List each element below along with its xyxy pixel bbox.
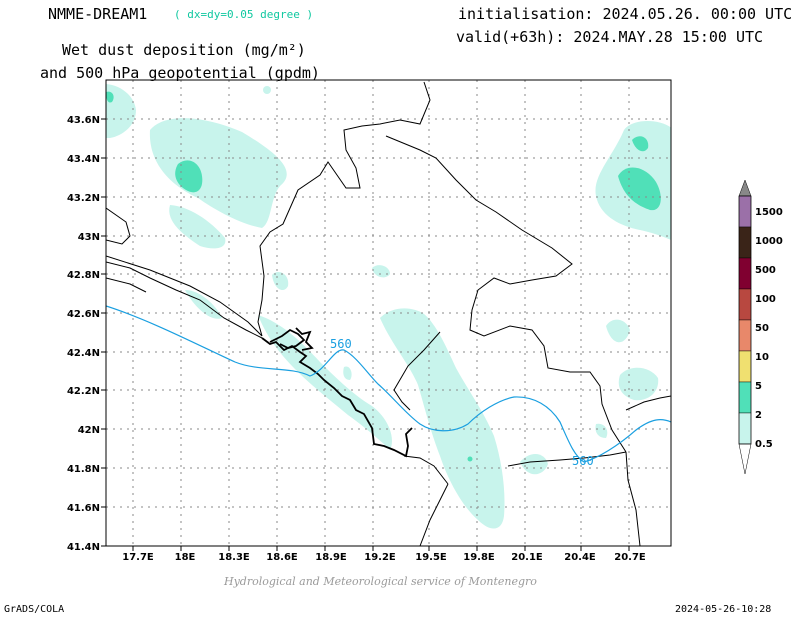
country-borders: [106, 81, 671, 546]
legend-color-box: [738, 257, 752, 290]
contour-label: 560: [330, 337, 352, 351]
dust-patch: [520, 453, 548, 475]
legend-bottom-arrow: [738, 443, 752, 475]
legend-color-box: [738, 288, 752, 321]
y-tick-label: 43.6N: [67, 115, 100, 126]
dust-patch: [606, 319, 630, 343]
legend-color-box: [738, 412, 752, 445]
credit-text: Hydrological and Meteorological service …: [224, 575, 537, 588]
color-legend: 1500 1000 500 100 50 10 5 2 0.5: [738, 179, 783, 475]
y-tick-label: 42.8N: [67, 270, 100, 281]
valid-time: valid(+63h): 2024.MAY.28 15:00 UTC: [456, 28, 764, 46]
legend-color-box: [738, 350, 752, 383]
variable-title-line1: Wet dust deposition (mg/m²): [62, 41, 306, 59]
initialisation-time: initialisation: 2024.05.26. 00:00 UTC: [458, 5, 793, 23]
legend-color-box: [738, 319, 752, 352]
coastline: [261, 327, 413, 458]
dust-patch: [343, 366, 352, 380]
y-tick-label: 42.2N: [67, 386, 100, 397]
legend-label: 50: [755, 323, 769, 334]
dust-patch: [595, 423, 608, 438]
legend-label: 1500: [755, 207, 783, 218]
generation-timestamp: 2024-05-26-10:28: [675, 604, 772, 615]
legend-color-box: [738, 381, 752, 414]
software-label: GrADS/COLA: [4, 604, 65, 615]
x-tick-label: 17.7E: [122, 552, 154, 563]
legend-label: 100: [755, 294, 776, 305]
legend-label: 500: [755, 265, 776, 276]
dust-patch: [149, 118, 287, 228]
axis-ticks: [101, 118, 630, 551]
legend-label: 2: [755, 410, 762, 421]
x-tick-label: 18E: [175, 552, 196, 563]
legend-label: 5: [755, 381, 762, 392]
legend-color-box: [738, 226, 752, 259]
x-tick-label: 18.9E: [315, 552, 347, 563]
dust-patch: [185, 290, 222, 319]
x-tick-label: 18.6E: [266, 552, 298, 563]
x-tick-label: 20.1E: [511, 552, 543, 563]
contour-label: 560: [572, 454, 594, 468]
y-tick-label: 42.6N: [67, 309, 100, 320]
legend-color-box: [738, 195, 752, 228]
y-tick-label: 43N: [78, 232, 100, 243]
x-tick-label: 19.5E: [415, 552, 447, 563]
x-tick-label: 20.7E: [614, 552, 646, 563]
geopotential-contour-560: [106, 305, 671, 463]
y-tick-label: 42N: [78, 425, 100, 436]
dust-core: [467, 456, 473, 462]
y-tick-label: 41.4N: [67, 542, 100, 553]
legend-label: 10: [755, 352, 769, 363]
x-tick-label: 18.3E: [218, 552, 250, 563]
dust-core: [106, 91, 114, 103]
model-title: NMME-DREAM1: [48, 5, 148, 23]
variable-title-line2: and 500 hPa geopotential (gpdm): [40, 64, 320, 82]
y-tick-label: 41.8N: [67, 464, 100, 475]
legend-label: 0.5: [755, 439, 773, 450]
y-tick-label: 42.4N: [67, 348, 100, 359]
y-tick-label: 41.6N: [67, 503, 100, 514]
dust-patch: [263, 86, 271, 94]
y-tick-label: 43.2N: [67, 193, 100, 204]
model-resolution: ( dx=dy=0.05 degree ): [174, 8, 314, 21]
x-tick-label: 20.4E: [564, 552, 596, 563]
graticule: [106, 80, 671, 546]
dust-core: [632, 136, 649, 152]
x-tick-label: 19.8E: [463, 552, 495, 563]
dust-patch: [272, 272, 289, 291]
dust-core: [175, 160, 203, 193]
legend-top-arrow: [738, 179, 752, 197]
x-tick-label: 19.2E: [364, 552, 396, 563]
dust-patch: [618, 367, 659, 401]
dust-patch: [169, 205, 226, 249]
dust-patch: [372, 265, 390, 278]
y-tick-label: 43.4N: [67, 154, 100, 165]
legend-label: 1000: [755, 236, 783, 247]
